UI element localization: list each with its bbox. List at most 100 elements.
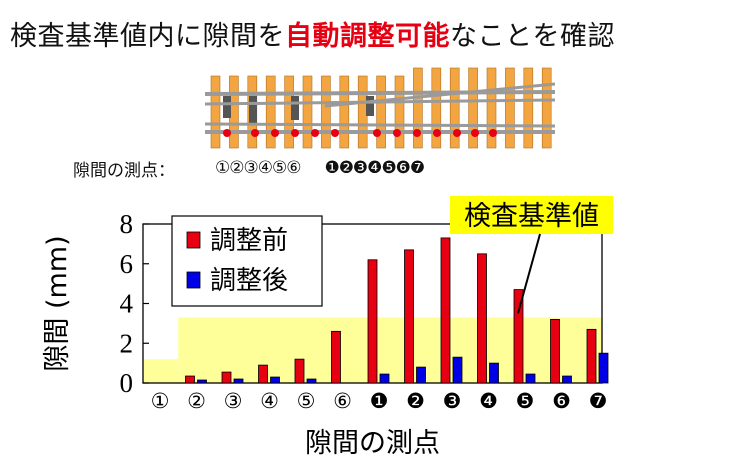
measurement-points-group2: ❶❷❸❹❺❻❼ <box>324 158 425 178</box>
bar <box>258 364 268 384</box>
legend-label: 調整前 <box>210 226 288 256</box>
tie-group <box>210 67 552 149</box>
page-title: 検査基準値内に隙間を自動調整可能なことを確認 <box>10 14 725 52</box>
track-diagram <box>205 67 555 149</box>
sleeper-tie <box>541 67 552 149</box>
legend-label: 調整後 <box>210 266 288 296</box>
sleeper-tie <box>394 75 405 149</box>
marker-group <box>223 129 497 137</box>
title-highlight: 自動調整可能 <box>285 21 450 52</box>
measurement-marker <box>489 129 497 137</box>
sleeper-tie <box>431 67 442 149</box>
sleeper-tie <box>357 75 368 149</box>
bar <box>331 330 341 384</box>
sleeper-tie <box>339 75 350 149</box>
sleeper-tie <box>321 75 331 149</box>
sleeper-tie <box>413 67 423 149</box>
y-tick-label: 6 <box>120 249 134 279</box>
y-axis-label: 隙間 (mm) <box>42 235 73 371</box>
bar <box>197 379 207 384</box>
bar <box>416 366 426 384</box>
legend-swatch <box>186 271 201 289</box>
measurement-points-group1: ①②③④⑤⑥ <box>215 158 301 178</box>
tolerance-callout-bg <box>450 196 613 234</box>
tolerance-band <box>178 317 602 383</box>
bar <box>477 253 487 384</box>
bar <box>185 375 195 384</box>
sleeper-tie <box>523 67 534 149</box>
sleeper-tie <box>486 67 497 149</box>
sleeper-tie <box>449 67 460 149</box>
bar <box>233 378 244 384</box>
sleeper-tie <box>468 67 478 149</box>
measurement-marker <box>373 129 381 137</box>
bar <box>270 376 280 384</box>
bar <box>221 371 232 384</box>
measurement-points-row: 隙間の測点： ①②③④⑤⑥ ❶❷❸❹❺❻❼ <box>73 155 425 181</box>
bar <box>562 375 572 384</box>
rail <box>205 122 555 128</box>
bar <box>489 362 499 384</box>
switch-block <box>223 96 231 118</box>
measurement-marker <box>271 129 279 137</box>
x-tick-label: ❸ <box>443 389 462 413</box>
y-tick-label: 8 <box>120 209 134 239</box>
measurement-marker <box>251 129 259 137</box>
x-tick-label: ③ <box>224 389 243 413</box>
switch-block <box>366 96 374 116</box>
bar <box>379 373 390 384</box>
bar <box>306 378 317 384</box>
measurement-marker <box>223 129 231 137</box>
x-tick-label: ❺ <box>516 389 535 413</box>
legend-swatch <box>186 231 201 249</box>
x-tick-label: ❼ <box>589 389 608 413</box>
measurement-points-label: 隙間の測点： <box>73 160 175 181</box>
legend-box <box>171 215 323 307</box>
y-tick-label: 0 <box>120 368 134 398</box>
switch-block <box>249 96 257 124</box>
rail <box>324 82 555 108</box>
measurement-marker <box>453 129 461 137</box>
bar <box>440 237 451 384</box>
x-tick-label: ❻ <box>552 389 571 413</box>
x-tick-label: ⑤ <box>297 389 316 413</box>
x-tick-label: ① <box>151 389 170 413</box>
measurement-marker <box>291 129 299 137</box>
measurement-marker <box>311 129 319 137</box>
bar <box>598 352 609 384</box>
sleeper-tie <box>376 75 386 149</box>
bar <box>513 289 524 384</box>
bar <box>452 356 463 384</box>
x-tick-label: ④ <box>260 389 279 413</box>
measurement-marker <box>471 129 479 137</box>
bar <box>586 328 597 384</box>
measurement-marker <box>433 129 441 137</box>
tolerance-band <box>143 359 179 383</box>
x-tick-label: ❹ <box>479 389 498 413</box>
title-prefix: 検査基準値内に隙間を <box>10 21 285 52</box>
bar <box>525 373 536 384</box>
bar <box>367 259 378 384</box>
bar <box>550 318 560 384</box>
measurement-marker <box>393 129 401 137</box>
y-tick-label: 2 <box>120 328 134 358</box>
bar <box>294 358 305 384</box>
x-tick-label: ❶ <box>370 389 389 413</box>
x-tick-label: ② <box>187 389 206 413</box>
title-suffix: なことを確認 <box>450 21 615 52</box>
measurement-marker <box>331 129 339 137</box>
switch-block <box>291 96 299 120</box>
y-tick-label: 4 <box>120 289 134 319</box>
rail <box>205 90 555 96</box>
x-axis-label: 隙間の測点 <box>305 428 440 459</box>
measurement-marker <box>413 129 421 137</box>
sleeper-tie <box>265 75 276 149</box>
sleeper-tie <box>210 75 221 149</box>
sleeper-tie <box>505 67 515 149</box>
x-tick-label: ⑥ <box>333 389 352 413</box>
tolerance-callout-label: 検査基準値 <box>464 201 599 232</box>
x-tick-label: ❷ <box>406 389 425 413</box>
tolerance-callout-line <box>517 233 541 314</box>
sleeper-tie <box>302 75 313 149</box>
